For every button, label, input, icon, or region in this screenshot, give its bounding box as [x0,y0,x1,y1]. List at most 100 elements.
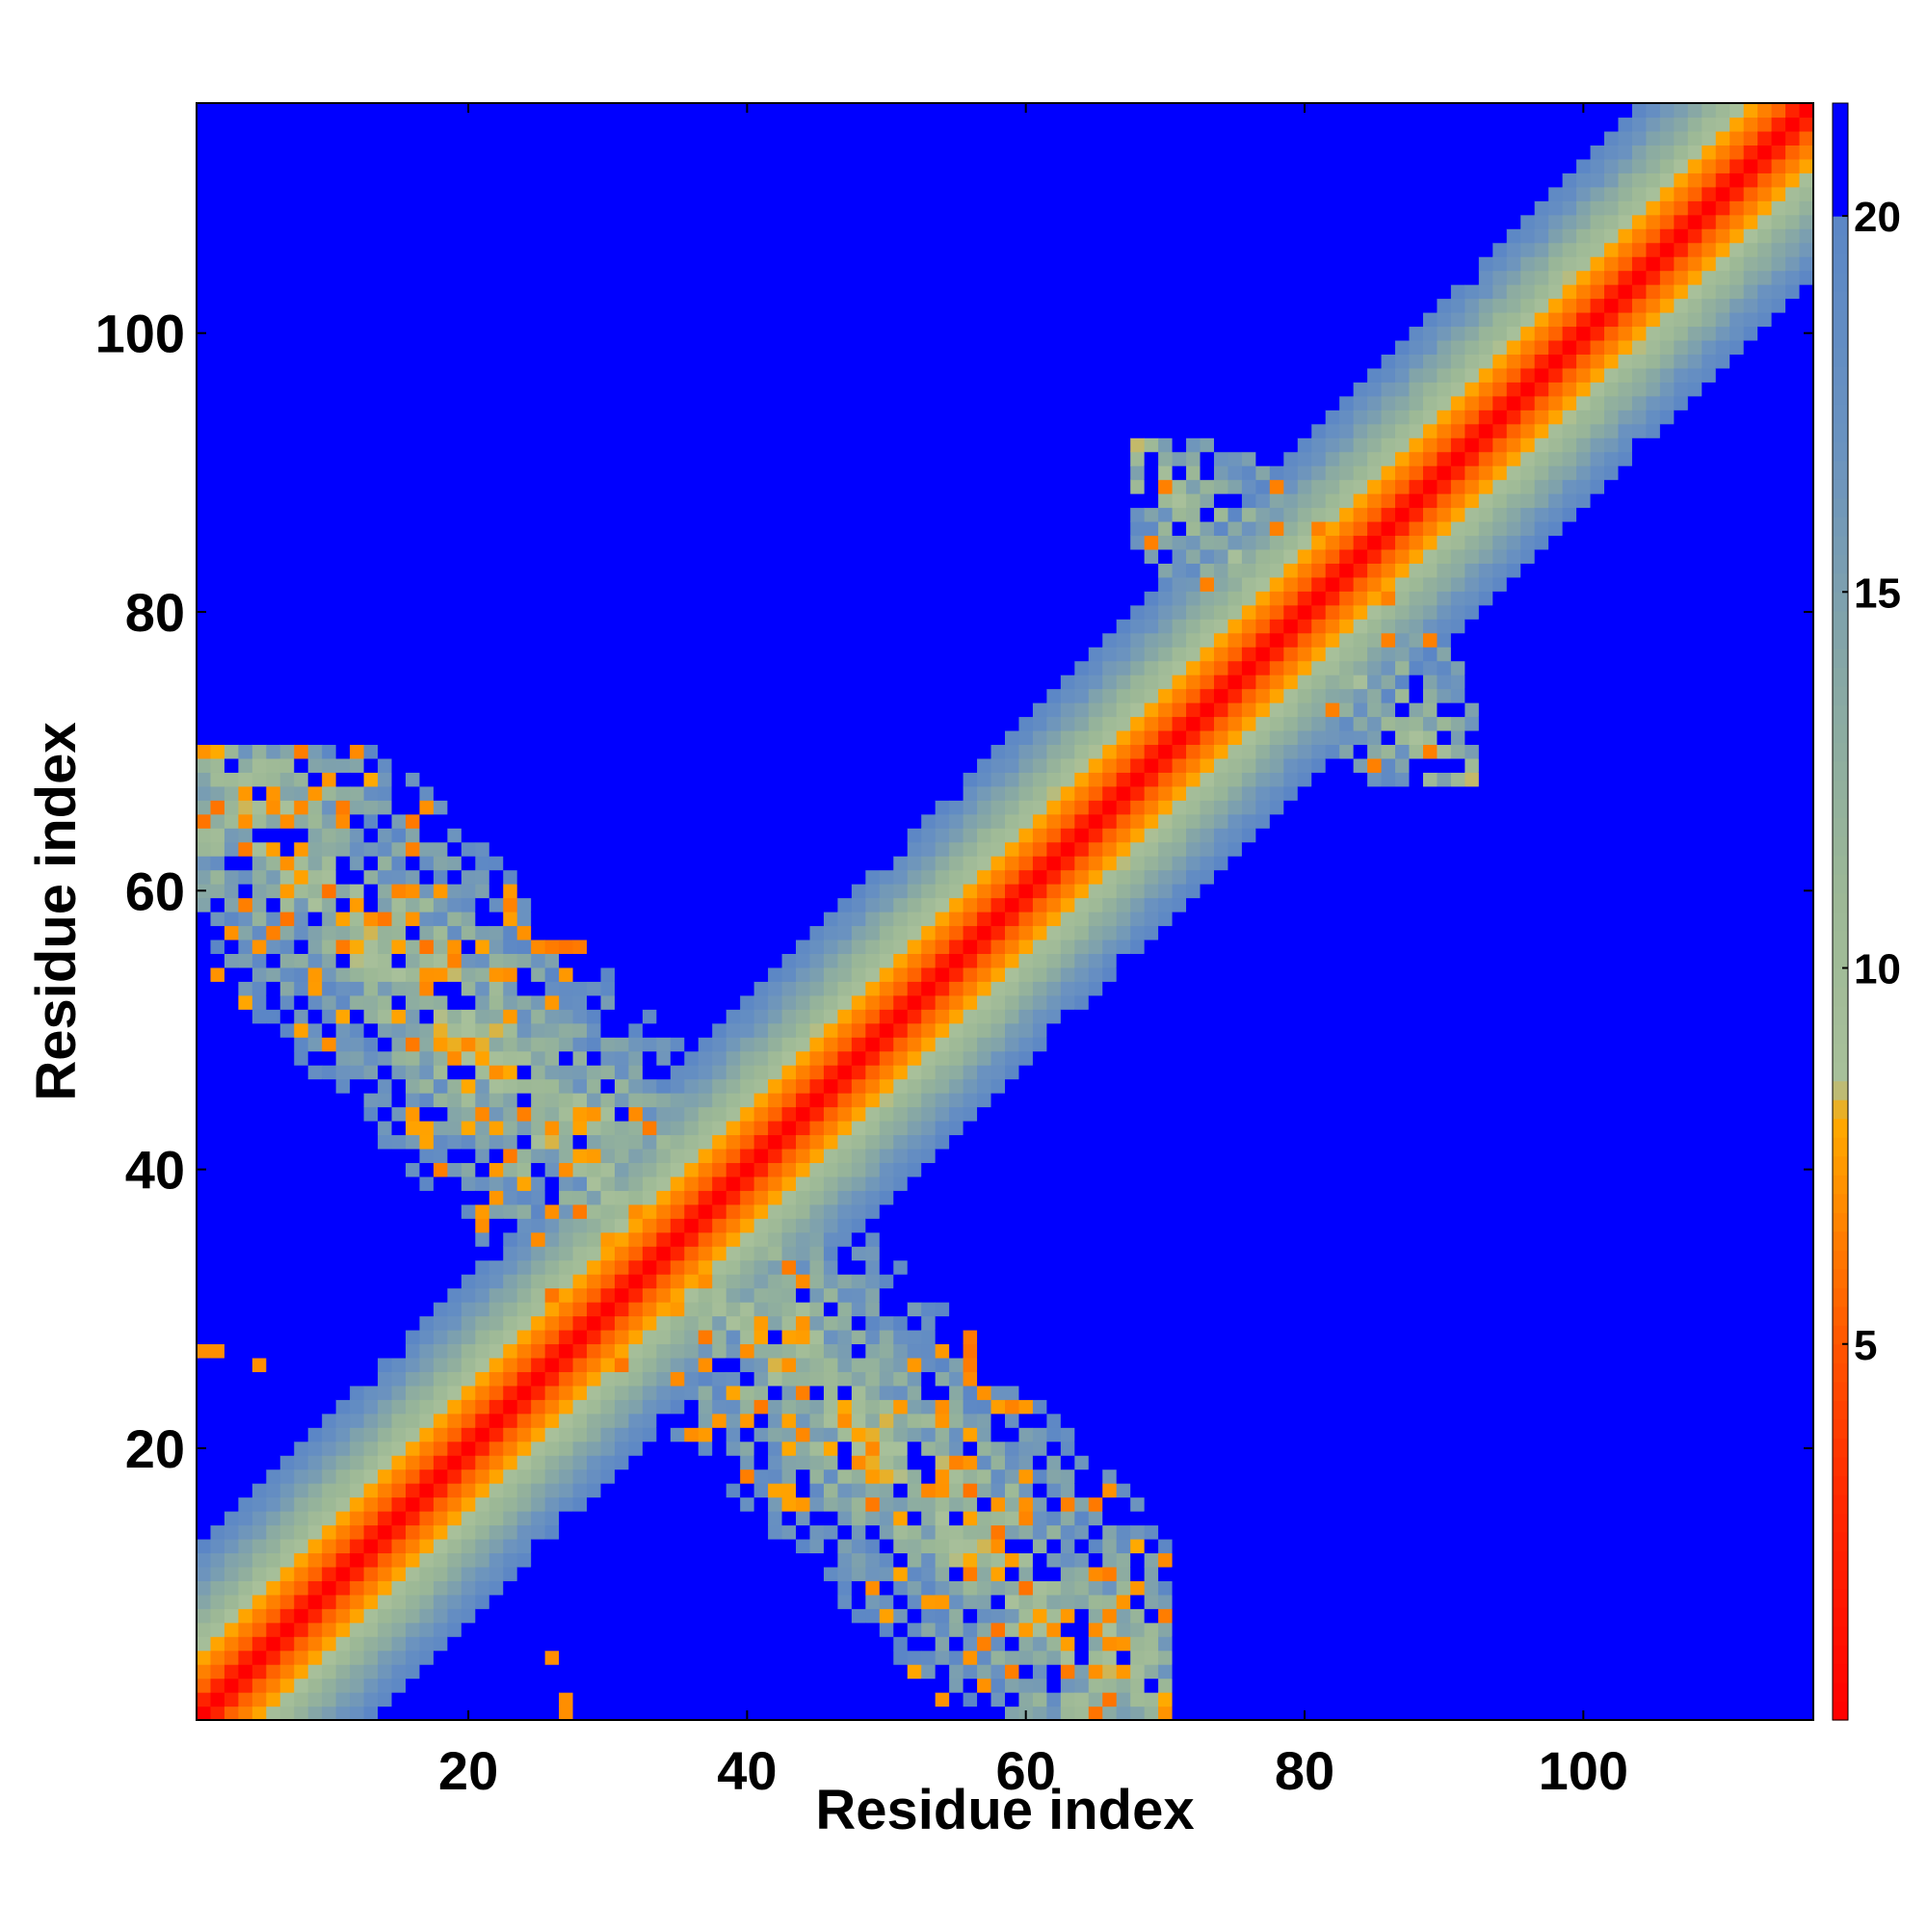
heatmap-cell [587,1608,602,1624]
heatmap-cell [378,214,393,229]
heatmap-cell [335,563,351,578]
heatmap-cell [447,1037,462,1052]
heatmap-cell [768,1065,783,1080]
heatmap-cell [740,828,755,843]
heatmap-cell [433,1650,448,1665]
heatmap-cell [279,856,295,871]
heatmap-cell [559,897,574,913]
heatmap-cell [433,856,448,871]
heatmap-cell [391,1580,407,1596]
heatmap-cell [363,1371,379,1387]
heatmap-cell [461,1566,476,1581]
heatmap-cell [378,1692,393,1707]
heatmap-cell [684,1343,700,1359]
heatmap-cell [363,1315,379,1331]
heatmap-cell [600,1538,616,1554]
heatmap-cell [572,103,588,119]
heatmap-cell [461,897,476,913]
heatmap-cell [628,1078,644,1094]
heatmap-cell [405,1678,421,1693]
heatmap-cell [572,675,588,690]
heatmap-cell [642,925,657,940]
heatmap-cell [684,256,700,272]
heatmap-cell [600,1148,616,1163]
heatmap-cell [712,1399,727,1415]
heatmap-cell [307,1622,323,1637]
heatmap-cell [572,912,588,927]
heatmap-cell [684,1093,700,1108]
heatmap-cell [559,1608,574,1624]
heatmap-cell [210,1496,225,1512]
heatmap-cell [712,1009,727,1024]
heatmap-cell [753,465,769,481]
heatmap-cell [698,311,713,328]
heatmap-cell [322,1566,337,1581]
heatmap-cell [210,423,225,438]
heatmap-cell [614,1302,630,1317]
heatmap-cell [405,563,421,578]
heatmap-cell [294,884,309,899]
heatmap-cell [363,172,379,188]
heatmap-cell [559,688,574,703]
heatmap-cell [378,465,393,481]
heatmap-cell [559,1483,574,1498]
heatmap-cell [656,339,672,355]
heatmap-cell [726,1371,741,1387]
heatmap-cell [363,1078,379,1094]
heatmap-cell [684,729,700,746]
heatmap-cell [516,1065,532,1080]
heatmap-cell [572,395,588,410]
heatmap-cell [684,563,700,578]
heatmap-cell [433,145,448,160]
heatmap-cell [279,994,295,1010]
heatmap-cell [405,1469,421,1484]
heatmap-cell [378,117,393,132]
heatmap-cell [378,158,393,173]
heatmap-cell [712,242,727,257]
heatmap-cell [740,856,755,871]
heatmap-cell [753,757,769,773]
heatmap-cell [197,981,212,996]
heatmap-cell [378,1218,393,1233]
heatmap-cell [628,214,644,229]
heatmap-cell [559,744,574,759]
heatmap-cell [335,1608,351,1624]
heatmap-cell [587,1106,602,1122]
heatmap-cell [238,1538,253,1554]
heatmap-cell [475,757,490,773]
heatmap-cell [628,535,644,550]
heatmap-cell [419,200,435,216]
heatmap-cell [642,1399,657,1415]
heatmap-cell [544,981,560,996]
heatmap-cell [378,563,393,578]
heatmap-cell [405,841,421,857]
heatmap-cell [350,1441,365,1456]
heatmap-cell [279,1357,295,1372]
heatmap-cell [224,800,239,815]
heatmap-cell [350,507,365,522]
heatmap-cell [335,1357,351,1372]
heatmap-cell [656,884,672,899]
heatmap-cell [294,591,309,606]
heatmap-cell [544,1065,560,1080]
heatmap-cell [656,716,672,731]
heatmap-cell [726,813,741,829]
heatmap-cell [475,1162,490,1178]
heatmap-cell [488,828,504,843]
heatmap-cell [266,939,281,954]
heatmap-cell [238,284,253,300]
heatmap-cell [488,619,504,634]
heatmap-cell [572,1399,588,1415]
heatmap-cell [238,591,253,606]
heatmap-cell [544,423,560,438]
heatmap-cell [279,869,295,885]
heatmap-cell [740,576,755,592]
heatmap-cell [307,1678,323,1693]
heatmap-cell [531,1664,546,1680]
heatmap-cell [391,214,407,229]
heatmap-cell [753,1496,769,1512]
heatmap-cell [419,1511,435,1526]
heatmap-cell [363,632,379,648]
heatmap-cell [740,158,755,173]
heatmap-cell [419,382,435,397]
